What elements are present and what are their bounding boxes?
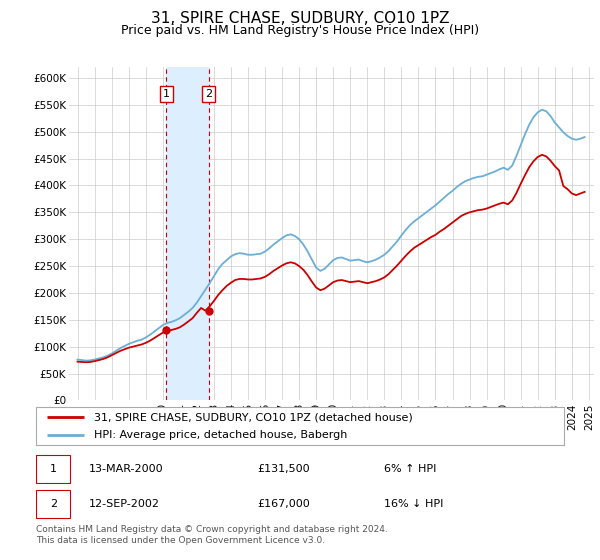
FancyBboxPatch shape (36, 455, 70, 483)
Text: 6% ↑ HPI: 6% ↑ HPI (385, 464, 437, 474)
Text: 1: 1 (50, 464, 57, 474)
Text: £131,500: £131,500 (258, 464, 310, 474)
Text: 1: 1 (163, 89, 170, 99)
FancyBboxPatch shape (36, 407, 564, 445)
Text: HPI: Average price, detached house, Babergh: HPI: Average price, detached house, Babe… (94, 430, 347, 440)
Text: 12-SEP-2002: 12-SEP-2002 (89, 500, 160, 509)
Bar (166, 67, 209, 400)
Text: Price paid vs. HM Land Registry's House Price Index (HPI): Price paid vs. HM Land Registry's House … (121, 24, 479, 37)
FancyBboxPatch shape (36, 491, 70, 518)
Text: 2: 2 (50, 500, 57, 509)
Text: £167,000: £167,000 (258, 500, 311, 509)
Text: 13-MAR-2000: 13-MAR-2000 (89, 464, 163, 474)
Text: 31, SPIRE CHASE, SUDBURY, CO10 1PZ: 31, SPIRE CHASE, SUDBURY, CO10 1PZ (151, 11, 449, 26)
Text: 2: 2 (205, 89, 212, 99)
Text: Contains HM Land Registry data © Crown copyright and database right 2024.
This d: Contains HM Land Registry data © Crown c… (36, 525, 388, 545)
Text: 16% ↓ HPI: 16% ↓ HPI (385, 500, 444, 509)
Text: 31, SPIRE CHASE, SUDBURY, CO10 1PZ (detached house): 31, SPIRE CHASE, SUDBURY, CO10 1PZ (deta… (94, 412, 413, 422)
